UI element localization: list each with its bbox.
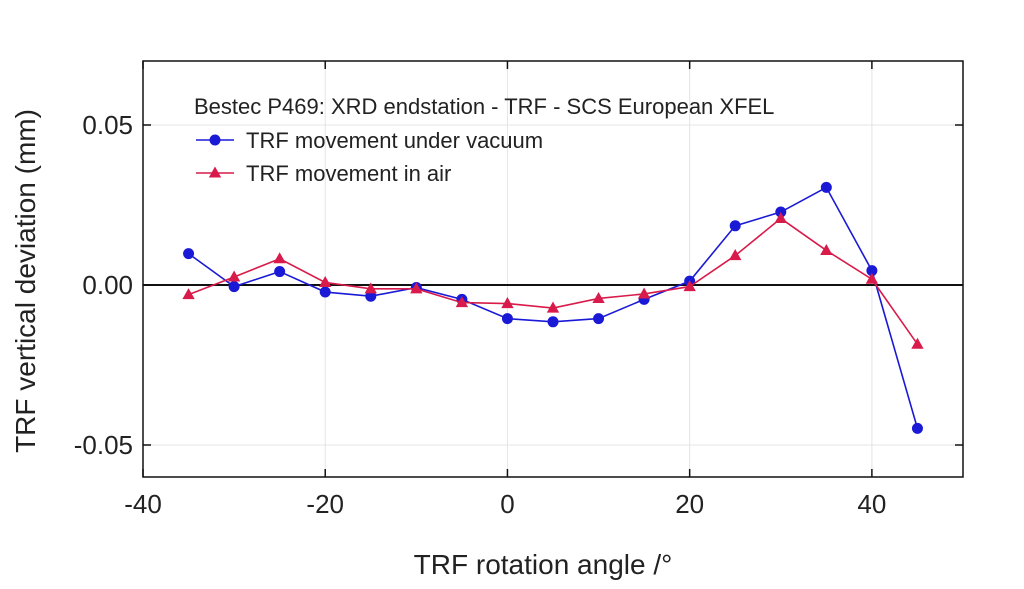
x-tick-label: 40 [857, 489, 886, 519]
legend-item: TRF movement in air [196, 161, 451, 186]
data-point-circle [866, 265, 878, 277]
data-point-triangle [729, 249, 742, 261]
data-point-circle [820, 181, 832, 193]
x-tick-label: -40 [124, 489, 162, 519]
data-point-triangle [227, 270, 241, 282]
data-point-circle [274, 266, 286, 278]
y-tick-label: 0.05 [82, 110, 133, 140]
data-point-circle [593, 313, 605, 325]
data-point-triangle [501, 297, 514, 309]
data-point-circle [547, 316, 559, 328]
data-point-triangle [865, 272, 879, 284]
legend-label: TRF movement under vacuum [246, 128, 543, 153]
data-point-triangle [774, 211, 787, 223]
legend-item: TRF movement under vacuum [196, 128, 543, 153]
legend: TRF movement under vacuum TRF movement in… [196, 128, 543, 186]
x-tick-label: 20 [675, 489, 704, 519]
data-series [182, 181, 924, 434]
data-point-triangle [319, 275, 332, 287]
legend-label: TRF movement in air [246, 161, 451, 186]
data-point-circle [501, 313, 513, 325]
data-point-triangle [911, 337, 924, 349]
data-point-triangle [410, 282, 423, 294]
data-point-triangle [592, 291, 605, 303]
data-point-circle [183, 248, 195, 260]
axis-ticks: -40 -20 0 20 40 -0.05 0.00 0.05 [74, 61, 963, 519]
data-point-triangle [182, 288, 195, 300]
grid-lines [142, 61, 963, 477]
x-tick-label: 0 [500, 489, 514, 519]
data-point-circle [911, 422, 923, 434]
data-point-circle [209, 134, 221, 146]
data-point-circle [228, 281, 240, 293]
series-air [182, 211, 924, 349]
plot-area-frame [142, 60, 964, 478]
data-point-triangle [637, 287, 651, 299]
data-point-triangle [273, 252, 286, 264]
data-point-triangle [820, 243, 833, 255]
x-axis-title: TRF rotation angle /° [414, 549, 673, 580]
y-tick-label: 0.00 [82, 270, 133, 300]
data-point-circle [729, 220, 741, 232]
chart-title: Bestec P469: XRD endstation - TRF - SCS … [194, 94, 774, 119]
data-point-triangle [208, 166, 222, 178]
data-point-triangle [546, 301, 560, 313]
y-axis-title: TRF vertical deviation (mm) [10, 109, 41, 453]
data-point-circle [365, 290, 377, 302]
data-point-triangle [683, 280, 696, 292]
data-point-triangle [455, 296, 469, 308]
data-point-triangle [364, 282, 377, 294]
x-tick-label: -20 [306, 489, 344, 519]
y-tick-label: -0.05 [74, 430, 133, 460]
data-point-circle [319, 286, 331, 298]
